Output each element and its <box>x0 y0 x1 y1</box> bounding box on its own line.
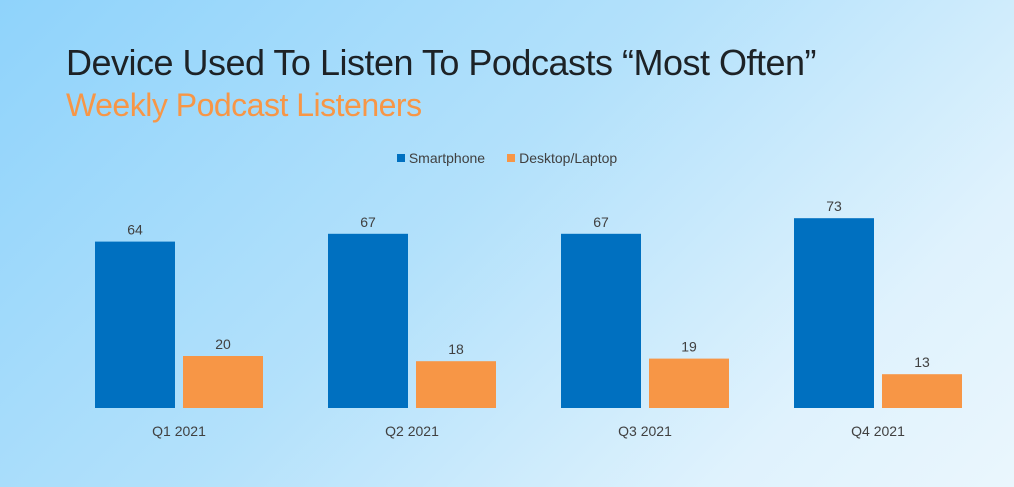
bar-smartphone-4 <box>794 218 874 408</box>
data-label-desktop-laptop-4: 13 <box>914 354 930 370</box>
data-label-smartphone-4: 73 <box>826 198 842 214</box>
bar-smartphone-2 <box>328 233 408 408</box>
data-label-desktop-laptop-2: 18 <box>448 341 464 357</box>
data-label-smartphone-3: 67 <box>593 214 609 230</box>
category-label-4: Q4 2021 <box>851 423 905 439</box>
data-label-desktop-laptop-3: 19 <box>681 339 697 355</box>
bar-desktop-laptop-1 <box>183 356 263 408</box>
category-label-1: Q1 2021 <box>152 423 206 439</box>
chart-subtitle: Weekly Podcast Listeners <box>66 87 422 123</box>
bar-desktop-laptop-3 <box>649 358 729 408</box>
data-label-desktop-laptop-1: 20 <box>215 336 231 352</box>
bar-desktop-laptop-2 <box>416 361 496 408</box>
legend-label-smartphone: Smartphone <box>408 150 486 166</box>
data-label-smartphone-1: 64 <box>127 222 143 238</box>
chart-legend: Smartphone Desktop/Laptop <box>0 150 1014 166</box>
data-label-smartphone-2: 67 <box>360 214 376 230</box>
legend-swatch-smartphone <box>396 154 405 162</box>
bar-smartphone-1 <box>95 241 175 408</box>
legend-label-desktop-laptop: Desktop/Laptop <box>519 150 618 166</box>
category-label-3: Q3 2021 <box>618 423 672 439</box>
bar-desktop-laptop-4 <box>882 374 962 408</box>
legend-item-desktop-laptop: Desktop/Laptop <box>507 150 617 166</box>
bar-smartphone-3 <box>561 233 641 408</box>
legend-item-smartphone: Smartphone <box>396 150 486 166</box>
legend-swatch-desktop-laptop <box>507 154 516 162</box>
category-label-2: Q2 2021 <box>385 423 439 439</box>
chart-title: Device Used To Listen To Podcasts “Most … <box>66 42 817 83</box>
